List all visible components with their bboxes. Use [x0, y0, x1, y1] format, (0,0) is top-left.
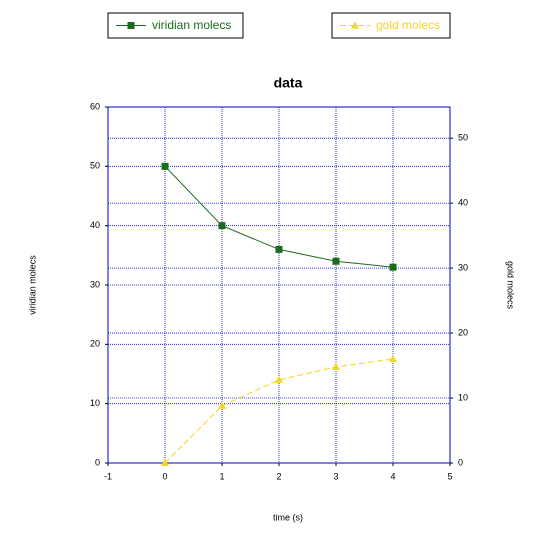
x-tick-label: 4 [390, 471, 395, 481]
y-tick-label: 60 [90, 101, 100, 111]
y2-tick-label: 10 [458, 392, 468, 402]
x-tick-label: 5 [447, 471, 452, 481]
data-point [389, 355, 397, 363]
data-point [161, 459, 169, 466]
y2-tick-label: 40 [458, 198, 468, 208]
x-tick-label: 0 [162, 471, 167, 481]
y-tick-label: 30 [90, 279, 100, 289]
y-axis-label: viridian molecs [27, 255, 37, 315]
y2-tick-label: 30 [458, 262, 468, 272]
legend-marker [127, 22, 135, 29]
data-point [332, 362, 340, 370]
y-tick-label: 10 [90, 398, 100, 408]
x-tick-label: 2 [276, 471, 281, 481]
series-line [164, 358, 394, 464]
y2-tick-label: 50 [458, 133, 468, 143]
y-tick-label: 20 [90, 339, 100, 349]
x-tick-label: -1 [104, 471, 112, 481]
data-point [275, 375, 283, 383]
data-point [275, 245, 283, 253]
data-point [161, 162, 169, 170]
plot-frame [107, 106, 451, 464]
x-tick-label: 1 [219, 471, 224, 481]
x-tick-label: 3 [333, 471, 338, 481]
y-tick-label: 0 [95, 457, 100, 467]
legend-label: gold molecs [376, 18, 440, 32]
y-tick-label: 50 [90, 161, 100, 171]
data-point [389, 263, 397, 271]
y2-tick-label: 20 [458, 327, 468, 337]
data-point [332, 257, 340, 265]
data-point [218, 401, 226, 409]
x-axis-label: time (s) [273, 512, 303, 522]
y2-axis-label: gold molecs [506, 261, 516, 310]
legend-marker [351, 21, 359, 29]
y-tick-label: 40 [90, 220, 100, 230]
y2-tick-label: 0 [458, 457, 463, 467]
chart-title: data [274, 75, 303, 91]
legend-label: viridian molecs [152, 18, 231, 32]
data-point [218, 222, 226, 230]
